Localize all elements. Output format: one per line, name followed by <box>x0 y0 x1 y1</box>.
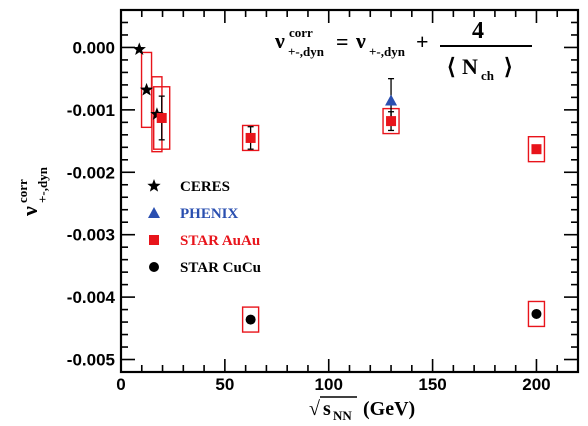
legend: CERES PHENIX STAR AuAu STAR CuCu <box>147 179 261 276</box>
formula-den-open: ⟨ <box>447 54 456 79</box>
point-star-cucu <box>245 314 256 325</box>
y-tick-label: -0.003 <box>67 226 115 245</box>
x-axis-title: √ s NN (GeV) <box>309 396 415 423</box>
legend-marker-star-cucu <box>149 262 159 272</box>
formula-annotation: ν corr +-,dyn = ν +-,dyn + 4 ⟨ N ch ⟩ <box>274 18 532 83</box>
formula-denominator: N <box>462 54 478 79</box>
systematic-box <box>527 135 546 163</box>
x-axis-s: s <box>323 398 331 420</box>
formula-plus: + <box>416 29 429 54</box>
data-points <box>132 42 542 325</box>
y-tick-label: -0.002 <box>67 163 115 182</box>
x-tick-label: 100 <box>315 375 343 394</box>
y-axis-sup: corr <box>15 179 30 203</box>
formula-den-sub: ch <box>481 68 495 83</box>
formula-lhs: ν <box>274 28 285 53</box>
x-axis-unit: (GeV) <box>363 398 415 420</box>
legend-label-phenix: PHENIX <box>180 206 239 222</box>
legend-label-ceres: CERES <box>180 179 230 195</box>
formula-den-close: ⟩ <box>504 54 513 79</box>
formula-lhs-sup: corr <box>289 25 313 40</box>
y-tick-label: -0.004 <box>67 288 116 307</box>
axis-ticks: 0 50 100 150 200 0.000 -0.001 -0.002 -0.003 -0.00… <box>67 9 579 394</box>
y-tick-label: 0.000 <box>72 38 115 57</box>
x-axis-sqrt: √ <box>309 398 320 420</box>
point-star-auau <box>156 112 167 123</box>
formula-rhs: ν <box>355 28 366 53</box>
systematic-boxes <box>140 51 546 333</box>
formula-numerator: 4 <box>472 18 484 44</box>
y-axis-title: ν corr +-,dyn <box>15 166 50 217</box>
legend-marker-ceres <box>147 179 161 192</box>
point-star-auau <box>245 132 256 143</box>
point-star-cucu <box>531 308 542 319</box>
y-axis-sub: +-,dyn <box>35 166 50 203</box>
y-tick-label: -0.005 <box>67 351 115 370</box>
legend-marker-star-auau <box>149 235 159 245</box>
y-axis-nu: ν <box>17 206 42 217</box>
systematic-box <box>241 306 260 333</box>
legend-label-star-auau: STAR AuAu <box>180 233 260 249</box>
x-tick-label: 0 <box>116 375 125 394</box>
systematic-box <box>241 124 260 152</box>
point-phenix <box>385 94 398 106</box>
x-tick-label: 200 <box>522 375 550 394</box>
point-star-auau <box>386 116 397 127</box>
x-tick-label: 50 <box>215 375 234 394</box>
formula-lhs-sub: +-,dyn <box>288 44 325 59</box>
point-star-auau <box>531 144 542 155</box>
formula-equals: = <box>336 29 349 54</box>
point-ceres <box>132 42 146 55</box>
systematic-box <box>527 300 546 328</box>
y-tick-label: -0.001 <box>67 101 115 120</box>
point-ceres <box>139 82 154 96</box>
x-tick-label: 150 <box>418 375 446 394</box>
x-axis-nn: NN <box>333 408 352 423</box>
legend-marker-phenix <box>148 207 160 218</box>
formula-rhs-sub: +-,dyn <box>369 44 406 59</box>
legend-label-star-cucu: STAR CuCu <box>180 260 261 276</box>
svg-text:ν: ν <box>274 28 285 53</box>
